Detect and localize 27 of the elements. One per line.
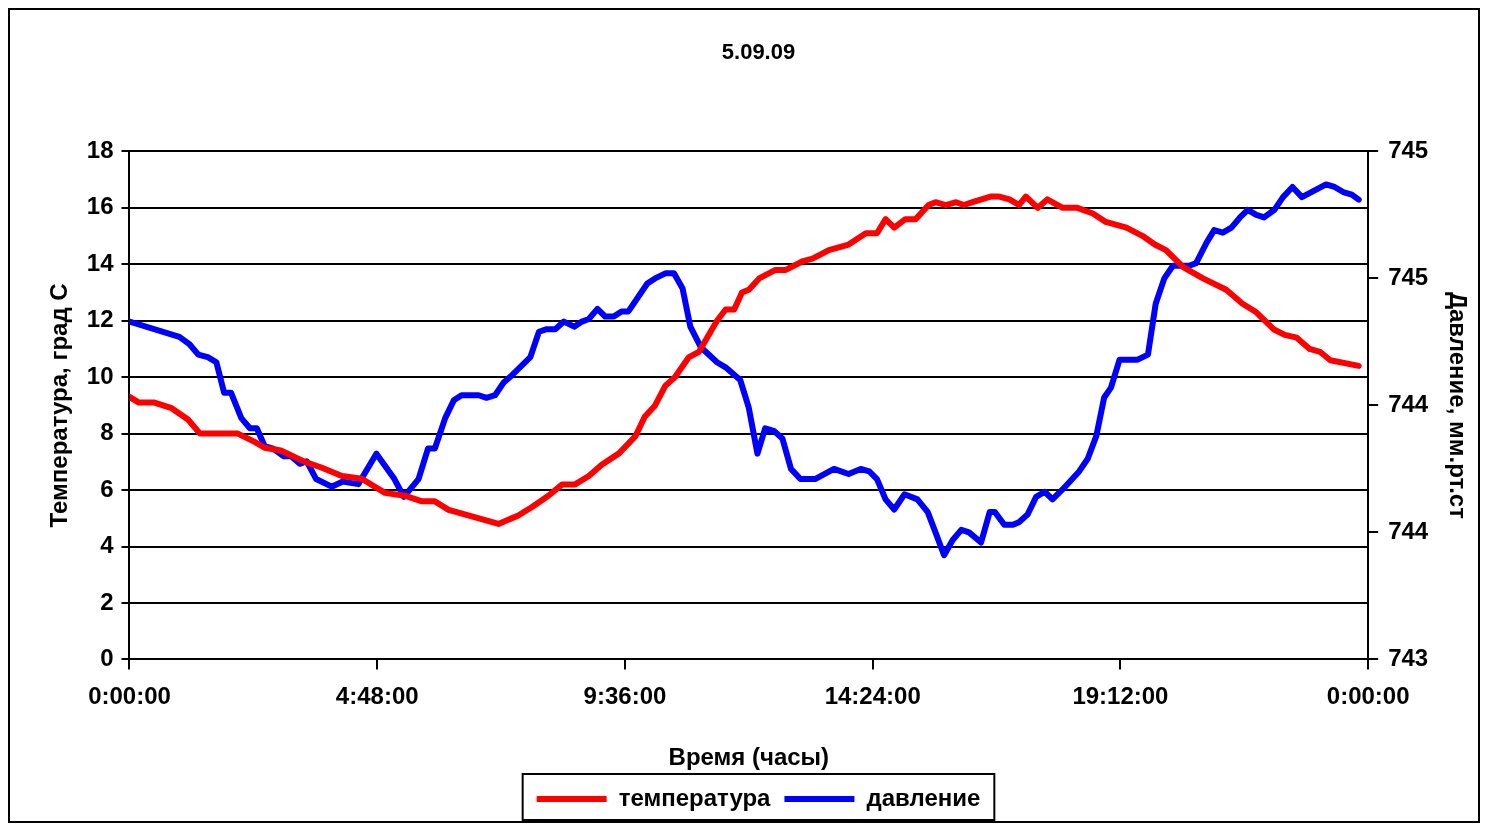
y-tick-label: 14 xyxy=(86,248,115,276)
legend-label: температура xyxy=(618,783,772,811)
y2-tick-label: 745 xyxy=(1388,263,1429,291)
x-tick-label: 19:12:00 xyxy=(1072,682,1169,710)
x-tick-label: 9:36:00 xyxy=(583,682,667,710)
x-axis-title: Время (часы) xyxy=(668,743,830,771)
y-tick-label: 8 xyxy=(100,418,114,446)
x-tick-label: 4:48:00 xyxy=(335,682,419,710)
y-axis-title: Температура, град С xyxy=(45,283,73,528)
y2-axis-title: Давление, мм.рт.ст xyxy=(1444,291,1472,520)
y2-tick-label: 744 xyxy=(1388,390,1429,418)
x-tick-label: 0:00:00 xyxy=(1326,682,1410,710)
y-tick-label: 6 xyxy=(100,474,114,502)
y-tick-label: 18 xyxy=(86,136,114,164)
y-tick-label: 16 xyxy=(86,192,114,220)
x-tick-label: 14:24:00 xyxy=(824,682,921,710)
y-tick-label: 10 xyxy=(86,361,114,389)
y-tick-label: 4 xyxy=(100,531,115,559)
y2-tick-label: 744 xyxy=(1388,517,1429,545)
legend-label: давление xyxy=(866,783,981,811)
y2-tick-label: 743 xyxy=(1388,644,1429,672)
chart-title: 5.09.09 xyxy=(721,39,796,65)
y-tick-label: 2 xyxy=(100,587,114,615)
y-tick-label: 0 xyxy=(100,644,114,672)
y2-tick-label: 745 xyxy=(1388,136,1429,164)
y-tick-label: 12 xyxy=(86,305,114,333)
x-tick-label: 0:00:00 xyxy=(88,682,171,710)
